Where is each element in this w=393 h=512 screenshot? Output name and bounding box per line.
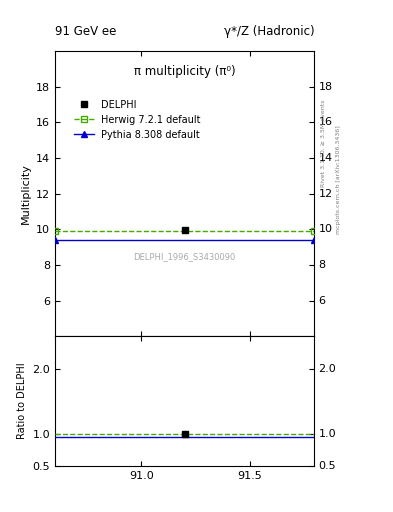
Text: 12: 12 [319, 189, 333, 199]
Text: 6: 6 [319, 296, 325, 306]
Legend: DELPHI, Herwig 7.2.1 default, Pythia 8.308 default: DELPHI, Herwig 7.2.1 default, Pythia 8.3… [70, 96, 205, 143]
Text: 8: 8 [319, 260, 326, 270]
Text: DELPHI_1996_S3430090: DELPHI_1996_S3430090 [134, 252, 236, 261]
Text: 1.0: 1.0 [319, 429, 336, 438]
Text: mcplots.cern.ch [arXiv:1306.3436]: mcplots.cern.ch [arXiv:1306.3436] [336, 125, 341, 233]
Y-axis label: Ratio to DELPHI: Ratio to DELPHI [17, 363, 27, 439]
Text: Rivet 3.1.10, ≥ 3.5M events: Rivet 3.1.10, ≥ 3.5M events [320, 100, 325, 187]
Text: 0.5: 0.5 [319, 461, 336, 471]
Text: 18: 18 [319, 82, 333, 92]
Text: 10: 10 [319, 224, 332, 234]
Text: 16: 16 [319, 117, 332, 127]
Text: π multiplicity (π⁰): π multiplicity (π⁰) [134, 66, 235, 78]
Text: 14: 14 [319, 153, 333, 163]
Text: 91 GeV ee: 91 GeV ee [55, 26, 116, 38]
Text: γ*/Z (Hadronic): γ*/Z (Hadronic) [224, 26, 314, 38]
Text: 2.0: 2.0 [319, 364, 336, 374]
Y-axis label: Multiplicity: Multiplicity [20, 163, 31, 224]
